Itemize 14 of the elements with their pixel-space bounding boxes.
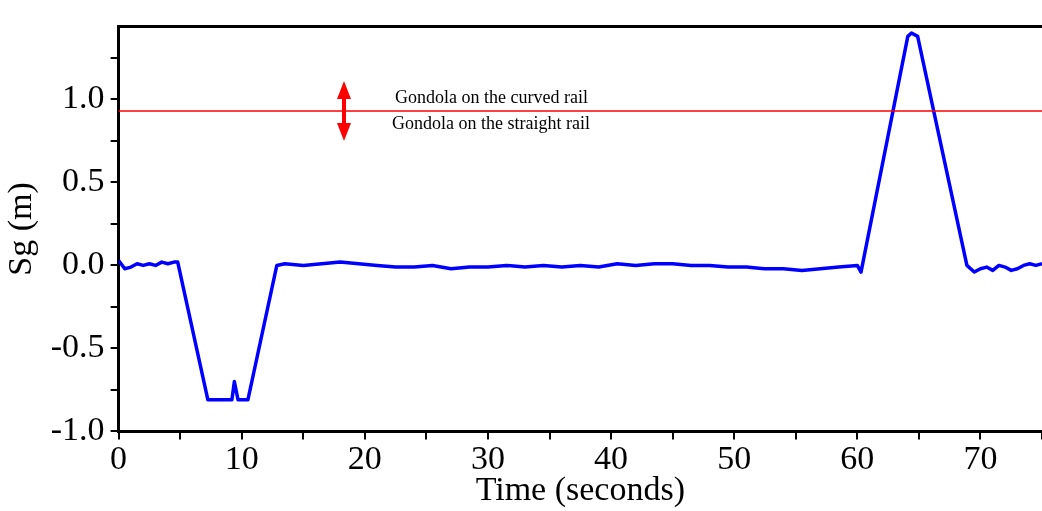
x-tick-label: 70 xyxy=(963,438,998,476)
annotation: Gondola on the curved rail xyxy=(394,86,588,107)
x-tick-label: 20 xyxy=(347,438,382,476)
y-tick-label: 1.0 xyxy=(62,78,105,116)
y-axis-title: Sg (m) xyxy=(1,182,40,276)
x-tick-label: 50 xyxy=(717,438,752,476)
y-tick-label: -0.5 xyxy=(50,327,105,365)
x-tick-label: 60 xyxy=(840,438,875,476)
y-tick-label: 0.0 xyxy=(62,244,105,282)
annotation: Gondola on the straight rail xyxy=(391,112,590,133)
y-tick-label: -1.0 xyxy=(50,410,105,448)
x-tick-label: 0 xyxy=(110,438,128,476)
x-tick-label: 10 xyxy=(224,438,259,476)
y-tick-label: 0.5 xyxy=(62,161,105,199)
